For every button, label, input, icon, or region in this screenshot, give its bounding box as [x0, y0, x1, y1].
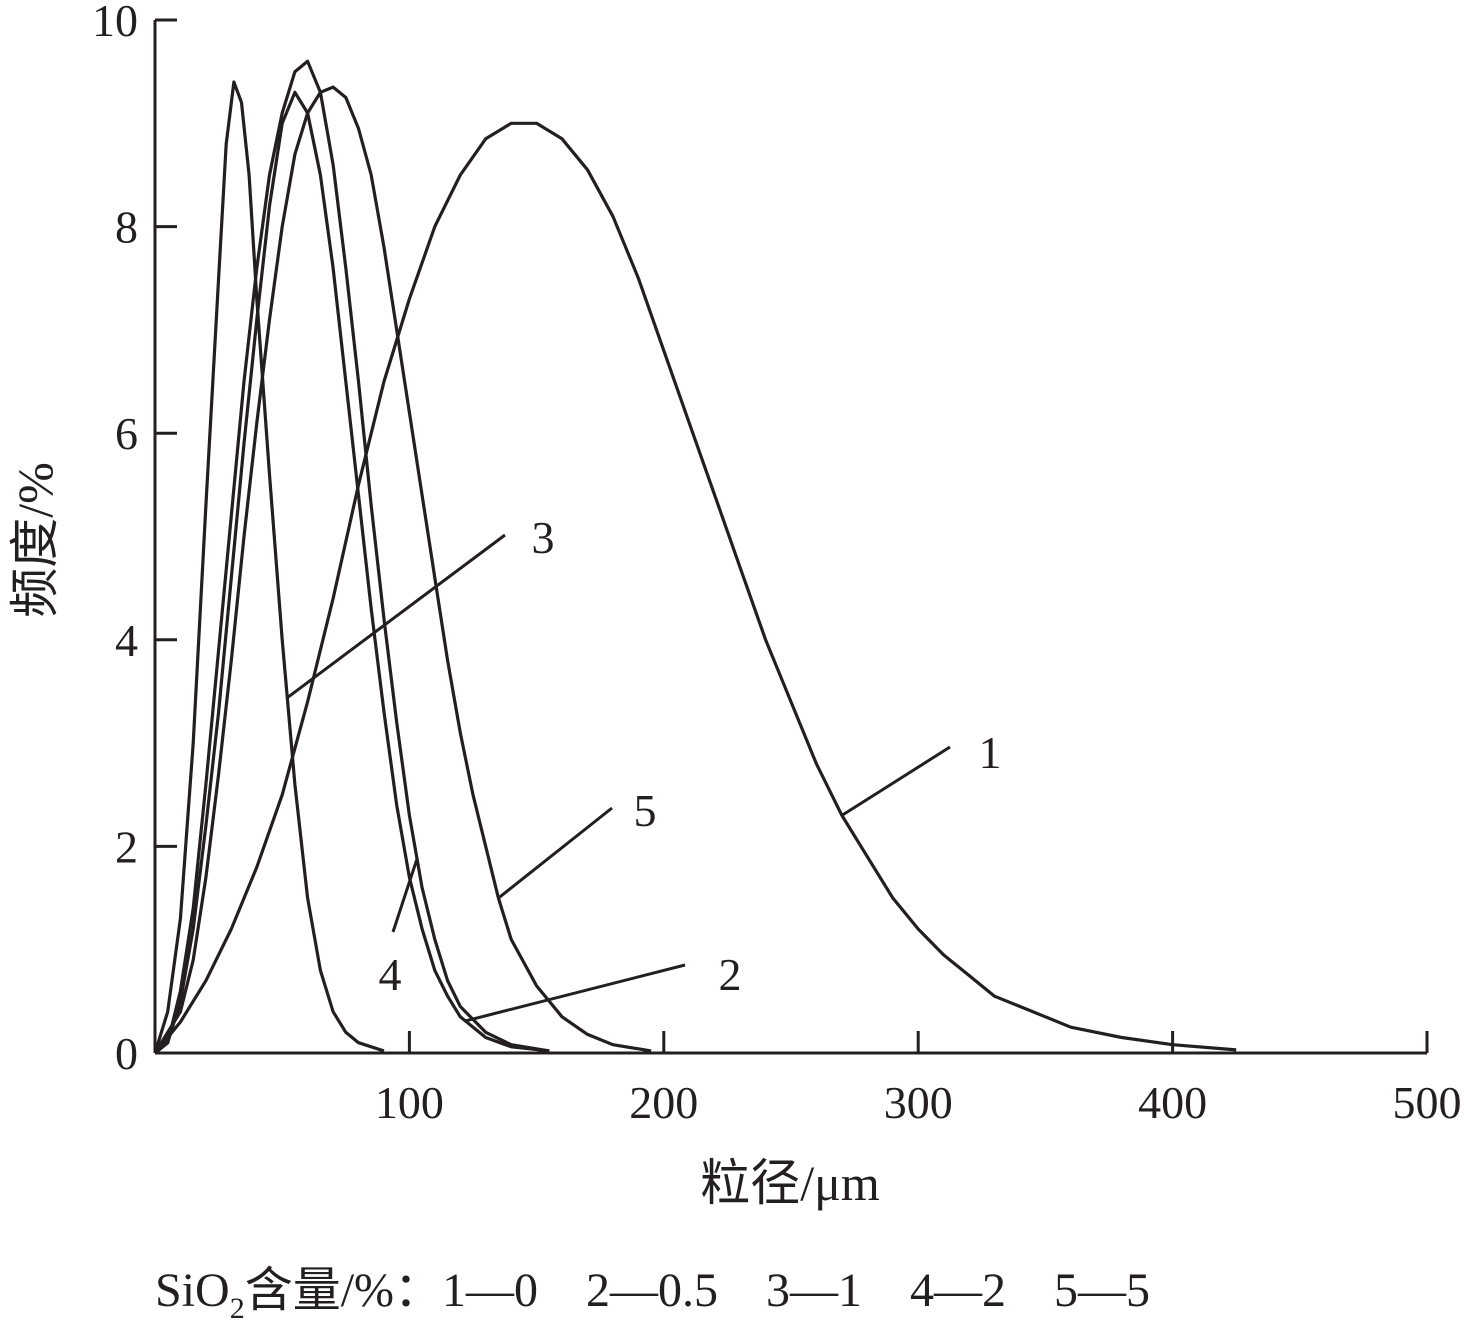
curve-3 — [153, 80, 385, 1054]
y-tick-label-2: 2 — [115, 821, 138, 872]
curve-label-4: 4 — [379, 949, 402, 1000]
leader-line-5 — [497, 806, 613, 900]
y-tick-label-0: 0 — [115, 1028, 138, 1079]
y-tick-label-4: 4 — [115, 615, 138, 666]
leader-line-4 — [391, 858, 419, 933]
x-tick-label-500: 500 — [1393, 1077, 1462, 1128]
footer-subscript: 2 — [230, 1292, 245, 1325]
footer-content: 含量/%：1—0 2—0.5 3—1 4—2 5—5 — [245, 1264, 1150, 1317]
curve-label-5: 5 — [634, 785, 657, 836]
x-tick-label-200: 200 — [629, 1077, 698, 1128]
y-tick-label-6: 6 — [115, 408, 138, 459]
footer-legend: SiO2含量/%：1—0 2—0.5 3—1 4—2 5—5 — [155, 1264, 1150, 1325]
footer-sio: SiO — [155, 1264, 230, 1317]
curve-label-3: 3 — [532, 512, 555, 563]
curve-1 — [153, 121, 1237, 1055]
curve-5 — [153, 85, 652, 1054]
y-tick-label-8: 8 — [115, 202, 138, 253]
curve-4 — [153, 59, 550, 1055]
x-tick-label-400: 400 — [1138, 1077, 1207, 1128]
curve-2 — [153, 90, 550, 1055]
curve-annotations: 1 2 3 4 5 — [286, 512, 1002, 1023]
x-tick-label-100: 100 — [375, 1077, 444, 1128]
curves — [153, 59, 1237, 1055]
x-axis-title: 粒径/μm — [700, 1155, 880, 1211]
leader-line-2 — [464, 963, 686, 1023]
leader-line-1 — [841, 745, 951, 817]
curve-label-1: 1 — [979, 727, 1002, 778]
y-tick-label-10: 10 — [92, 0, 138, 46]
y-axis-title: 频度/% — [7, 462, 63, 618]
curve-label-2: 2 — [719, 949, 742, 1000]
leader-line-3 — [286, 533, 506, 699]
x-tick-label-300: 300 — [884, 1077, 953, 1128]
axes: 0 2 4 6 8 10 100 200 300 400 500 — [92, 0, 1462, 1128]
